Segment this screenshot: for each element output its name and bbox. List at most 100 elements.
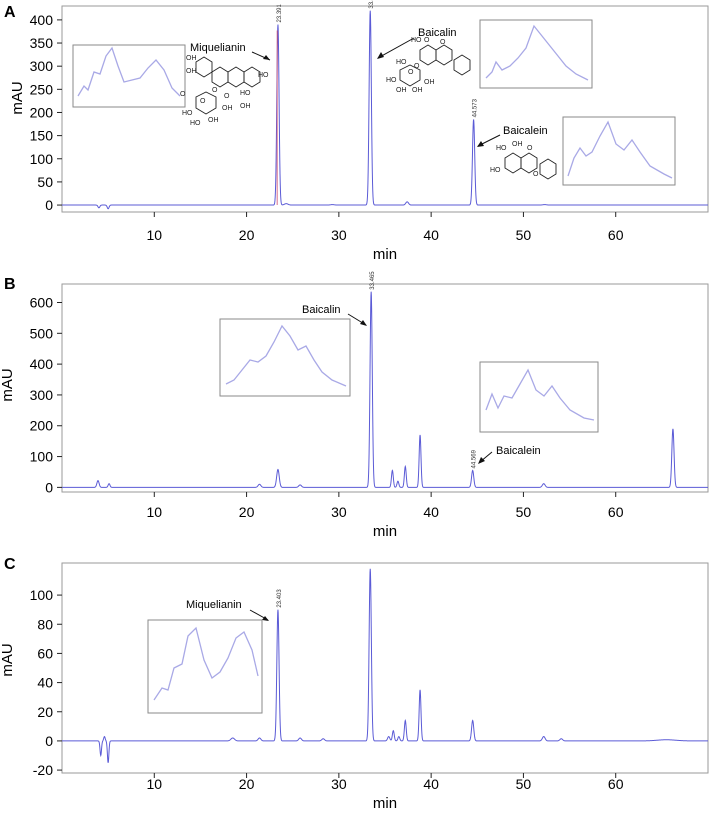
y-tick-label: 0 bbox=[45, 733, 53, 749]
plot-frame-b bbox=[61, 283, 709, 493]
x-axis-label-c: min bbox=[373, 795, 397, 812]
series-line bbox=[62, 568, 708, 763]
svg-text:O: O bbox=[414, 63, 420, 70]
peak-label: 44.573 bbox=[473, 98, 479, 117]
panel-label-b: B bbox=[4, 276, 16, 293]
annotation-baicalein-a: Baicalein bbox=[503, 125, 548, 137]
y-tick-label: 400 bbox=[30, 356, 54, 372]
svg-text:O: O bbox=[408, 69, 414, 76]
peak-label: 33.465 bbox=[370, 271, 376, 290]
svg-text:O: O bbox=[224, 93, 230, 100]
y-tick-label: 200 bbox=[30, 418, 54, 434]
x-tick-label: 30 bbox=[331, 504, 347, 520]
y-tick-label: 250 bbox=[30, 81, 54, 97]
uv-spectrum-inset-baicalin bbox=[479, 19, 593, 89]
svg-text:HO: HO bbox=[182, 110, 193, 117]
svg-text:O: O bbox=[533, 171, 539, 178]
peak-label: 33.464 bbox=[369, 0, 375, 9]
x-tick-label: 60 bbox=[608, 227, 624, 243]
x-tick-label: 30 bbox=[331, 227, 347, 243]
uv-spectrum-inset-miquelianin bbox=[72, 44, 186, 108]
y-tick-label: 200 bbox=[30, 104, 54, 120]
x-tick-label: 60 bbox=[608, 776, 624, 792]
annotation-miquelianin-a: Miquelianin bbox=[190, 42, 246, 54]
y-axis-a: 0 50 100 150 200 250 300 350 400 bbox=[30, 12, 62, 213]
x-tick-label: 10 bbox=[146, 776, 162, 792]
x-tick-label: 40 bbox=[423, 504, 439, 520]
svg-text:HO: HO bbox=[411, 37, 422, 44]
x-axis-a: 10 20 30 40 50 60 bbox=[146, 212, 624, 243]
svg-text:OH: OH bbox=[412, 87, 423, 94]
peak-retention-labels-b: 33.465 44.569 bbox=[370, 271, 478, 469]
y-tick-label: 0 bbox=[45, 479, 53, 495]
y-tick-label: 350 bbox=[30, 35, 54, 51]
y-axis-label-c: mAU bbox=[0, 643, 16, 676]
peak-label: 44.569 bbox=[472, 449, 478, 468]
panel-label-c: C bbox=[4, 556, 16, 573]
svg-text:HO: HO bbox=[258, 72, 269, 79]
x-axis-label-b: min bbox=[373, 523, 397, 540]
y-tick-label: 100 bbox=[30, 151, 54, 167]
svg-text:HO: HO bbox=[396, 59, 407, 66]
y-axis-label-a: mAU bbox=[9, 81, 26, 114]
y-tick-label: 150 bbox=[30, 128, 54, 144]
y-tick-label: 40 bbox=[37, 675, 53, 691]
svg-text:OH: OH bbox=[396, 87, 407, 94]
miquelianin-structure-labels: OH OH HO O HO O OH O O HO HO OH OH bbox=[180, 55, 269, 127]
svg-text:OH: OH bbox=[208, 117, 219, 124]
y-tick-label: 20 bbox=[37, 704, 53, 720]
svg-text:O: O bbox=[440, 39, 446, 46]
y-tick-label: 80 bbox=[37, 616, 53, 632]
y-tick-label: 600 bbox=[30, 294, 54, 310]
annotation-baicalin-b: Baicalin bbox=[302, 304, 341, 316]
x-tick-label: 50 bbox=[516, 776, 532, 792]
y-tick-label: 100 bbox=[30, 587, 54, 603]
y-tick-label: -20 bbox=[33, 762, 53, 778]
svg-text:OH: OH bbox=[512, 141, 523, 148]
annotation-miquelianin-c: Miquelianin bbox=[186, 599, 242, 611]
svg-text:HO: HO bbox=[386, 77, 397, 84]
plot-frame-c bbox=[61, 562, 709, 774]
uv-spectrum-inset-baicalein-b bbox=[479, 361, 599, 433]
x-tick-label: 30 bbox=[331, 776, 347, 792]
y-axis-b: 0 100 200 300 400 500 600 bbox=[30, 294, 62, 495]
x-tick-label: 20 bbox=[239, 227, 255, 243]
y-tick-label: 60 bbox=[37, 645, 53, 661]
peak-retention-labels-a: 23.391 33.464 44.573 bbox=[277, 0, 479, 117]
x-tick-label: 10 bbox=[146, 504, 162, 520]
svg-text:OH: OH bbox=[240, 103, 251, 110]
chromatogram-trace-b bbox=[62, 291, 708, 488]
x-tick-label: 50 bbox=[516, 227, 532, 243]
baicalin-structure-labels: HO O O HO O O HO OH OH OH bbox=[386, 37, 446, 94]
series-line bbox=[62, 10, 708, 210]
uv-spectrum-inset-baicalin-b bbox=[219, 318, 351, 397]
svg-text:HO: HO bbox=[240, 90, 251, 97]
baicalein-structure-labels: HO O OH HO O bbox=[490, 141, 539, 178]
svg-text:O: O bbox=[200, 98, 206, 105]
uv-spectrum-inset-miquelianin-c bbox=[147, 619, 263, 714]
chromatogram-trace-a bbox=[62, 10, 708, 210]
y-axis-c: -20 0 20 40 60 80 100 bbox=[30, 587, 62, 778]
svg-text:O: O bbox=[180, 91, 186, 98]
miquelianin-structure bbox=[195, 56, 261, 115]
y-tick-label: 100 bbox=[30, 449, 54, 465]
x-tick-label: 20 bbox=[239, 776, 255, 792]
annotation-baicalin-a: Baicalin bbox=[418, 27, 457, 39]
chromatogram-trace-c bbox=[62, 568, 708, 763]
panel-label-a: A bbox=[4, 4, 16, 21]
x-axis-c: 10 20 30 40 50 60 bbox=[146, 773, 624, 792]
svg-text:O: O bbox=[527, 145, 533, 152]
svg-text:OH: OH bbox=[186, 68, 197, 75]
svg-text:OH: OH bbox=[424, 79, 435, 86]
svg-text:OH: OH bbox=[186, 55, 197, 62]
uv-spectrum-inset-baicalein bbox=[562, 116, 676, 186]
peak-label: 23.391 bbox=[277, 4, 283, 23]
peak-retention-labels-c: 23.403 bbox=[277, 589, 283, 608]
y-tick-label: 500 bbox=[30, 325, 54, 341]
svg-text:HO: HO bbox=[496, 145, 507, 152]
x-tick-label: 60 bbox=[608, 504, 624, 520]
panel-c: C -20 0 20 40 60 80 100 10 20 30 40 50 60 mAU min 2… bbox=[0, 556, 709, 812]
x-tick-label: 40 bbox=[423, 776, 439, 792]
